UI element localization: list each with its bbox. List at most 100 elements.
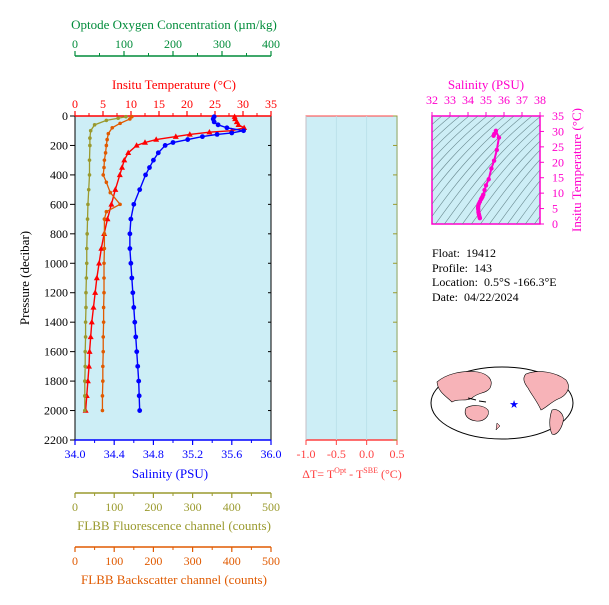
temp-axis-tick-label: 15	[153, 97, 165, 111]
ts-y-tick-label: 25	[552, 140, 564, 154]
temp-axis-tick-label: 30	[237, 97, 249, 111]
salinity-point	[241, 128, 246, 134]
fluorescence-point	[88, 136, 92, 140]
oxygen-axis-label: Optode Oxygen Concentration (µm/kg)	[71, 17, 277, 32]
ts-contour	[453, 124, 540, 224]
temperature-axis-label: Insitu Temperature (°C)	[112, 77, 236, 92]
salinity-point	[128, 216, 134, 222]
ts-density-contours	[432, 116, 540, 224]
location-value: 0.5°S -166.3°E	[483, 275, 557, 289]
fluorescence-point	[87, 158, 92, 162]
salinity-point	[131, 305, 137, 310]
delta-t-tick-label: -1.0	[297, 447, 316, 461]
map-australia	[464, 405, 489, 422]
ts-contour	[462, 132, 540, 224]
backscatter-point	[103, 151, 108, 155]
backscatter-point	[101, 335, 106, 339]
temperature-point	[119, 164, 126, 170]
backscatter-point	[102, 217, 107, 221]
float-row: Float: 19412	[432, 246, 497, 260]
ts-x-tick-label: 33	[444, 93, 456, 107]
map-new-zealand	[495, 422, 501, 431]
temperature-point	[133, 142, 140, 148]
salinity-point	[214, 132, 220, 137]
salinity-point	[131, 201, 137, 207]
fluorescence-point	[104, 118, 109, 123]
bb-axis-tick-label: 200	[144, 554, 162, 568]
temperature-axis: 0 5 10 15 20 25 30 35	[72, 97, 277, 117]
salinity-point	[147, 165, 152, 170]
map-indonesia	[467, 397, 487, 403]
fluorescence-point	[83, 394, 87, 398]
salinity-point	[211, 119, 217, 125]
temp-axis-tick-label: 5	[100, 97, 106, 111]
salinity-point	[170, 140, 176, 145]
fluorescence-point	[84, 305, 88, 310]
fl-axis-tick-label: 500	[262, 500, 280, 514]
fluorescence-point	[84, 261, 89, 266]
fluorescence-point	[83, 349, 87, 354]
ts-contour	[432, 116, 506, 193]
sal-axis-tick-label: 36.0	[261, 447, 282, 461]
fluorescence-axis: 0 100 200 300 400 500	[72, 492, 280, 514]
salinity-point	[136, 378, 142, 384]
ts-contour	[489, 159, 540, 224]
salinity-point	[134, 349, 140, 355]
ts-point	[496, 135, 502, 140]
backscatter-point	[118, 121, 122, 126]
backscatter-point	[100, 394, 105, 398]
ts-y-tick-label: 15	[552, 171, 564, 185]
fluorescence-point	[83, 320, 88, 324]
profile-row: Profile: 143	[432, 260, 492, 275]
pressure-tick-label: 400	[50, 168, 68, 182]
salinity-point	[215, 122, 221, 128]
salinity-axis-label: Salinity (PSU)	[132, 466, 208, 481]
sal-axis-tick-label: 34.0	[65, 447, 86, 461]
delta-t-axis: -1.0 -0.5 0.0 0.5	[297, 116, 405, 461]
map-asia	[436, 371, 492, 403]
ts-contour	[444, 116, 540, 224]
backscatter-point	[101, 305, 106, 310]
temperature-point	[87, 333, 94, 340]
ts-contour	[435, 116, 533, 224]
pressure-tick-label: 1000	[44, 256, 68, 270]
salinity-point	[137, 187, 143, 193]
backscatter-point	[102, 165, 106, 170]
backscatter-point	[118, 202, 122, 207]
salinity-point	[143, 172, 148, 178]
ts-contour	[432, 116, 515, 205]
ts-y-tick-label: 5	[552, 202, 558, 216]
salinity-point	[200, 134, 205, 140]
oxy-axis-tick-label: 400	[262, 37, 280, 51]
backscatter-point	[104, 209, 109, 214]
backscatter-point	[102, 261, 106, 266]
ts-y-tick-label: 30	[552, 124, 564, 138]
temperature-point	[86, 348, 93, 354]
backscatter-point	[101, 364, 105, 369]
temperature-point	[112, 186, 119, 192]
fluorescence-point	[85, 217, 90, 221]
pressure-tick-label: 1600	[44, 345, 68, 359]
salinity-point	[130, 290, 136, 296]
temperature-point	[206, 129, 213, 135]
ts-x-tick-label: 32	[426, 93, 438, 107]
ts-point	[489, 166, 494, 171]
ts-point	[481, 192, 486, 197]
ts-contour	[507, 180, 540, 224]
temp-axis-tick-label: 0	[72, 97, 78, 111]
ts-contour	[432, 116, 497, 182]
salinity-point	[133, 334, 139, 340]
salinity-point	[151, 157, 156, 163]
ts-y-tick-label: 35	[552, 109, 564, 123]
backscatter-point	[101, 349, 106, 354]
ts-contour	[525, 203, 540, 224]
ts-point	[494, 147, 499, 153]
pressure-axis-label: Pressure (decibar)	[17, 231, 32, 325]
fluorescence-point	[83, 379, 87, 383]
ts-x-tick-label: 37	[516, 93, 528, 107]
ts-contour-group	[432, 116, 540, 224]
date-row: Date: 04/22/2024	[432, 289, 519, 304]
pressure-tick-label: 2200	[44, 433, 68, 447]
salinity-point	[136, 393, 142, 399]
